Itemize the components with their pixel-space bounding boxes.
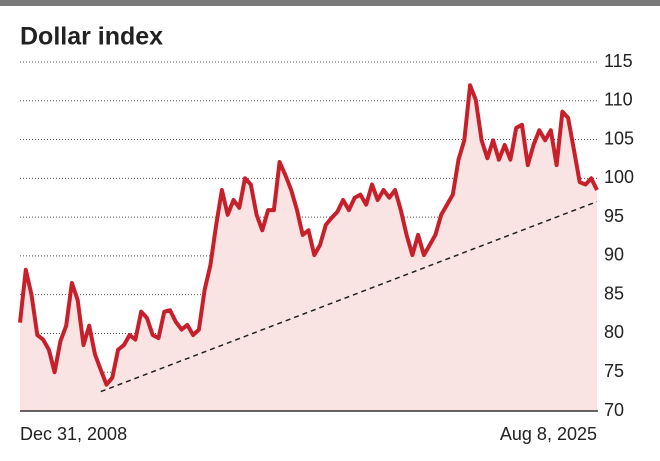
chart-title: Dollar index [20,23,163,51]
y-tick-label: 100 [604,167,634,187]
area [20,85,597,412]
y-tick-label: 105 [604,128,634,148]
x-tick-label: Aug 8, 2025 [500,424,597,444]
y-tick-label: 80 [604,322,624,342]
x-tick-label: Dec 31, 2008 [20,424,127,444]
y-tick-label: 85 [604,283,624,303]
y-tick-label: 115 [604,51,633,71]
y-tick-label: 95 [604,206,624,226]
y-tick-label: 70 [604,400,624,420]
y-tick-label: 75 [604,361,624,381]
top-bar [0,0,660,6]
y-tick-label: 110 [604,90,633,110]
y-tick-label: 90 [604,245,624,265]
line [18,83,599,387]
trend-line [100,200,598,393]
